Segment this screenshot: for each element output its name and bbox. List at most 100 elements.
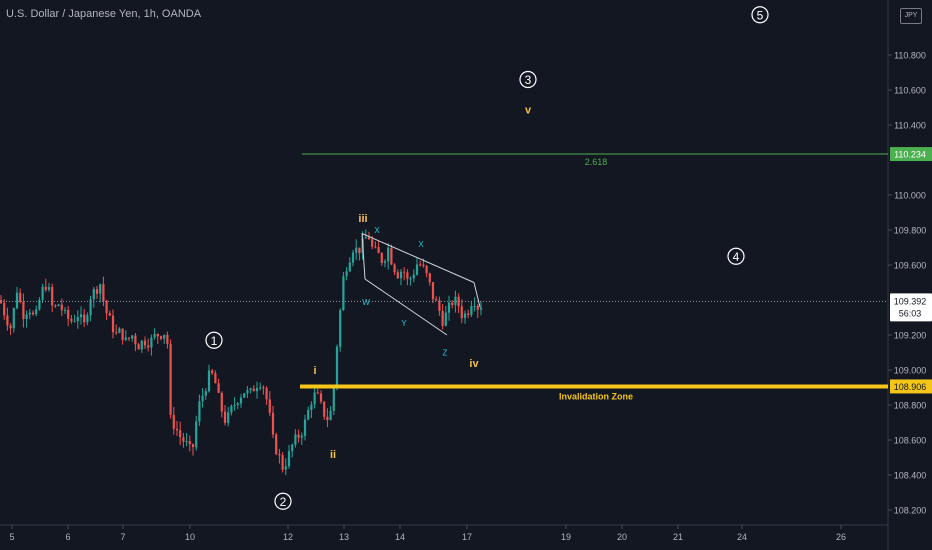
candle-body	[460, 306, 463, 319]
candle-body	[310, 404, 313, 410]
candle-body	[265, 388, 268, 400]
channel-lower[interactable]	[364, 278, 448, 336]
candle-body	[249, 388, 252, 391]
candle-body	[316, 392, 319, 394]
candle-body	[259, 387, 262, 389]
candle-body	[243, 393, 246, 398]
candle-body	[291, 444, 294, 452]
candle-body	[262, 387, 265, 389]
candle-body	[121, 328, 124, 340]
candle-body	[342, 276, 345, 311]
price-tick-label: 109.200	[894, 331, 927, 341]
price-tick-label: 110.600	[894, 86, 926, 96]
candle-body	[399, 271, 403, 279]
channel-upper[interactable]	[361, 233, 475, 283]
candle-body	[67, 309, 70, 319]
candle-body	[70, 318, 73, 322]
channel-start-edge[interactable]	[361, 233, 366, 280]
chart-title: U.S. Dollar / Japanese Yen, 1h, OANDA	[6, 8, 202, 20]
candle-body	[438, 300, 441, 311]
candle-body	[351, 252, 355, 263]
time-tick-label: 21	[673, 532, 683, 542]
subwave-label-ii: ii	[330, 449, 336, 461]
candle-body	[51, 287, 54, 306]
candle-body	[409, 278, 412, 280]
candle-body	[185, 441, 188, 443]
time-tick-label: 5	[9, 532, 14, 542]
corrective-label-z: Z	[443, 349, 448, 358]
candle-body	[428, 273, 431, 283]
candle-body	[447, 302, 451, 313]
candle-body	[9, 325, 12, 329]
candle-body	[335, 346, 339, 386]
candle-body	[246, 390, 249, 394]
price-tick-label: 109.600	[894, 261, 927, 271]
candle-body	[156, 333, 159, 337]
bar-countdown: 56:03	[899, 308, 922, 318]
candle-body	[403, 271, 406, 273]
candle-body	[415, 264, 419, 275]
currency-badge[interactable]: JPY	[900, 8, 922, 24]
candle-body	[281, 455, 284, 470]
price-tick-label: 110.800	[894, 51, 926, 61]
candle-body	[380, 253, 383, 263]
candle-body	[131, 335, 134, 339]
candle-body	[406, 272, 409, 279]
candle-body	[47, 287, 51, 290]
wave-label-5: 5	[757, 8, 764, 22]
price-tick-label: 108.800	[894, 401, 927, 411]
candle-body	[393, 264, 396, 273]
subwave-label-i: i	[313, 365, 316, 377]
candle-body	[172, 414, 175, 429]
candle-body	[35, 309, 38, 315]
candle-body	[319, 393, 323, 402]
candle-body	[201, 395, 204, 402]
candle-body	[287, 451, 291, 467]
candle-body	[419, 264, 422, 266]
candle-body	[217, 383, 220, 393]
channel-end-edge[interactable]	[473, 282, 481, 308]
candle-body	[153, 333, 156, 338]
candle-body	[79, 314, 83, 318]
candle-body	[396, 272, 399, 279]
candle-body	[348, 262, 351, 272]
candle-body	[313, 392, 316, 405]
candle-body	[169, 343, 172, 415]
fib-target-label: 2.618	[585, 157, 608, 167]
price-tick-label: 108.400	[894, 471, 927, 481]
candle-body	[339, 310, 342, 347]
candle-body	[252, 388, 255, 392]
candle-body	[425, 265, 428, 274]
candle-body	[278, 454, 281, 456]
subwave-label-v: v	[525, 104, 532, 116]
candle-body	[198, 401, 201, 422]
candle-body	[12, 308, 15, 329]
wave-circle-3	[519, 70, 537, 89]
wave-circle-5	[751, 6, 769, 24]
candle-body	[118, 328, 121, 333]
candle-body	[204, 391, 207, 396]
candle-body	[470, 305, 473, 315]
fib-target-price-tag	[890, 147, 932, 162]
candle-body	[268, 399, 271, 413]
candle-body	[355, 247, 358, 253]
candle-body	[207, 370, 211, 392]
candle-body	[255, 387, 259, 392]
candle-body	[332, 385, 335, 411]
candle-body	[441, 310, 444, 326]
fib-target-price: 110.234	[894, 150, 926, 160]
candle-body	[377, 247, 380, 254]
time-tick-label: 12	[283, 532, 293, 542]
candle-body	[0, 300, 3, 304]
candle-body	[326, 416, 329, 421]
candle-body	[28, 312, 31, 315]
candle-body	[92, 289, 95, 300]
current-price-tag	[890, 293, 932, 322]
candle-body	[179, 430, 182, 438]
time-tick-label: 26	[836, 532, 846, 542]
candle-body	[137, 344, 140, 350]
corrective-label-x: X	[418, 240, 424, 249]
candle-body	[188, 441, 191, 445]
